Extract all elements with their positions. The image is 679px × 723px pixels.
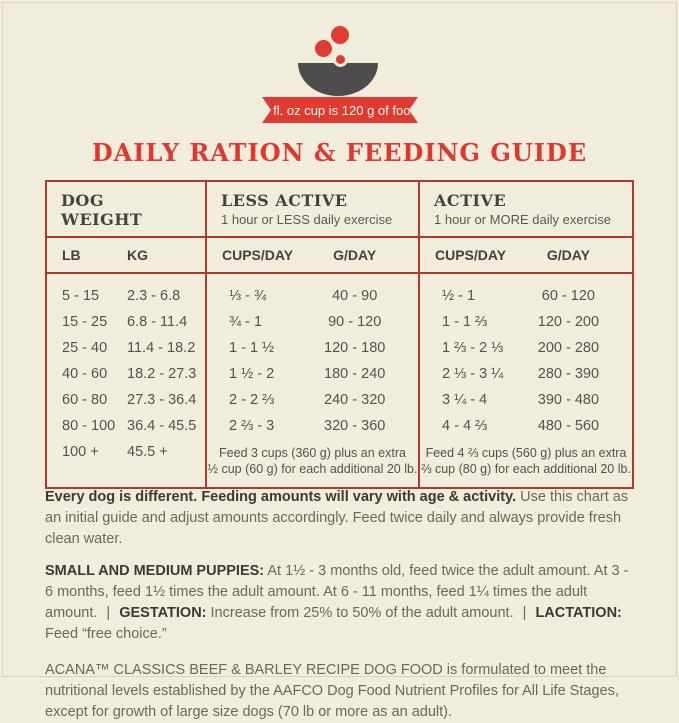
less-active-title: LESS ACTIVE [221,191,348,210]
less-active-body: ⅓ - ¾ 40 - 90 ¾ - 1 90 - 120 1 - 1 ½ 120 - … [207,274,420,488]
gday-column-header: G/DAY [333,247,377,264]
note-aafco: ACANA™ CLASSICS BEEF & BARLEY RECIPE DOG… [45,662,619,720]
cups-column-header: CUPS/DAY [222,247,294,264]
table-subheader-row: LB KG CUPS/DAY G/DAY CUPS/DAY G/DAY [47,236,632,275]
active-body: ½ - 1 60 - 120 1 - 1 ⅔ 120 - 200 1 ⅔ - 2 ⅓… [420,274,632,487]
table-row: 4 - 4 ⅔ 480 - 560 [442,418,600,435]
dog-weight-title: DOG WEIGHT [61,191,143,230]
active-feeding-note: Feed 4 ⅔ cups (560 g) plus an extra ⅔ cu… [421,446,631,477]
dog-weight-header-cell: DOG WEIGHT [47,182,207,237]
feeding-table: DOG WEIGHT LESS ACTIVE 1 hour or LESS da… [45,180,634,490]
gday-column-header: G/DAY [546,247,590,264]
table-row: 1 - 1 ½ 120 - 180 [229,340,386,357]
separator: | [106,605,111,621]
weight-columns-header: LB KG [47,238,207,273]
table-row: 60 - 80 27.3 - 36.4 [62,392,197,409]
note-puppies-gestation-lactation: SMALL AND MEDIUM PUPPIES: At 1½ - 3 mont… [45,563,629,642]
table-row: 2 - 2 ⅔ 240 - 320 [229,392,386,409]
less-active-header-cell: LESS ACTIVE 1 hour or LESS daily exercis… [207,182,420,237]
less-active-subtitle: 1 hour or LESS daily exercise [221,212,393,228]
table-row: 1 ½ - 2 180 - 240 [229,366,386,383]
bowl-icon [298,63,378,96]
active-subtitle: 1 hour or MORE daily exercise [434,212,612,228]
bowl-graphic [0,0,679,130]
lb-column-header: LB [62,247,81,264]
table-row: ⅓ - ¾ 40 - 90 [229,288,378,305]
cups-column-header: CUPS/DAY [435,247,507,264]
active-title: ACTIVE [434,191,507,210]
weight-body: 5 - 15 2.3 - 6.8 15 - 25 6.8 - 11.4 25 - 4… [47,274,207,488]
kg-column-header: KG [127,247,148,264]
table-row: 1 ⅔ - 2 ⅓ 200 - 280 [442,340,600,357]
table-row: ½ - 1 60 - 120 [442,288,595,305]
table-row: 2 ⅓ - 3 ¼ 280 - 390 [442,366,600,383]
table-row: 25 - 40 11.4 - 18.2 [62,340,196,357]
less-active-feeding-note: Feed 3 cups (360 g) plus an extra ½ cup … [207,446,418,477]
banner-text: 8 fl. oz cup is 120 g of food [262,102,418,118]
table-row: 80 - 100 36.4 - 45.5 [62,418,197,435]
active-header-cell: ACTIVE 1 hour or MORE daily exercise [420,182,632,236]
table-row: 100 +45.5 + [62,444,168,461]
table-body: 5 - 15 2.3 - 6.8 15 - 25 6.8 - 11.4 25 - 4… [47,274,632,488]
cup-measure-banner: 8 fl. oz cup is 120 g of food [262,97,418,123]
separator: | [522,605,527,621]
table-row: 2 ⅔ - 3 320 - 360 [229,418,386,435]
table-row: 3 ¼ - 4 390 - 480 [442,392,600,409]
table-header-row: DOG WEIGHT LESS ACTIVE 1 hour or LESS da… [47,182,632,237]
kibble-dot-icon [333,52,348,67]
table-row: 5 - 15 2.3 - 6.8 [62,288,181,305]
table-row: 1 - 1 ⅔ 120 - 200 [442,314,600,331]
table-row: ¾ - 1 90 - 120 [229,314,382,331]
table-row: 15 - 25 6.8 - 11.4 [62,314,188,331]
footer-notes: Every dog is different. Feeding amounts … [45,487,637,723]
active-columns-header: CUPS/DAY G/DAY [420,238,632,272]
kibble-dot-icon [331,26,349,44]
note-variability: Every dog is different. Feeding amounts … [45,489,629,547]
kibble-dot-icon [315,40,332,57]
table-row: 40 - 60 18.2 - 27.3 [62,366,197,383]
less-active-columns-header: CUPS/DAY G/DAY [207,238,420,273]
page-title: DAILY RATION & FEEDING GUIDE [91,138,588,167]
